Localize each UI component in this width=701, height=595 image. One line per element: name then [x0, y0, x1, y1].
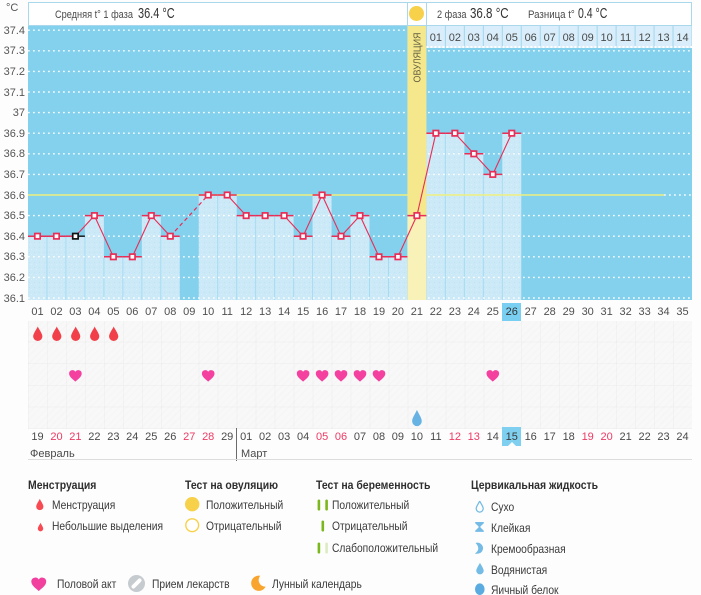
svg-text:03: 03 [468, 32, 480, 44]
svg-text:02: 02 [449, 32, 461, 44]
svg-text:05: 05 [506, 32, 518, 44]
svg-text:08: 08 [563, 32, 575, 44]
svg-text:09: 09 [582, 32, 594, 44]
svg-text:07: 07 [544, 32, 556, 44]
svg-text:12: 12 [638, 32, 650, 44]
svg-text:10: 10 [600, 32, 612, 44]
svg-text:11: 11 [620, 32, 631, 44]
svg-text:04: 04 [487, 32, 499, 44]
svg-text:14: 14 [676, 32, 688, 44]
svg-text:ОВУЛЯЦИЯ: ОВУЛЯЦИЯ [412, 33, 424, 83]
svg-text:01: 01 [430, 32, 442, 44]
svg-text:13: 13 [657, 32, 669, 44]
svg-text:06: 06 [525, 32, 537, 44]
